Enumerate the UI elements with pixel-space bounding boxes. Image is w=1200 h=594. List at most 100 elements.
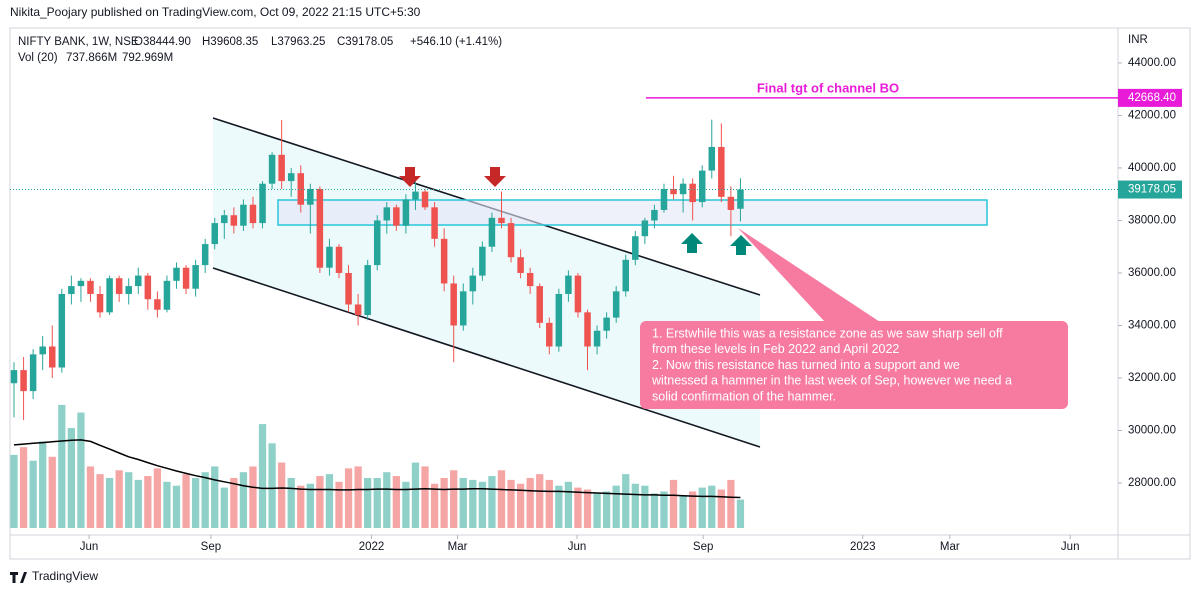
volume-bar xyxy=(249,466,257,528)
candle-body xyxy=(345,272,352,305)
volume-bar xyxy=(105,477,114,528)
candle-body xyxy=(402,199,410,226)
volume-bar xyxy=(497,470,506,528)
volume-bar xyxy=(220,487,228,528)
volume-bar xyxy=(163,481,171,528)
volume-bar xyxy=(469,479,477,528)
volume-bar xyxy=(689,491,697,528)
candle-body xyxy=(517,257,524,273)
candle-body xyxy=(708,146,716,171)
high-value: H39608.35 xyxy=(202,36,258,48)
volume-bar xyxy=(660,491,668,528)
note-pointer xyxy=(738,228,880,322)
volume-bar xyxy=(555,485,563,528)
candle-body xyxy=(679,183,687,195)
candle-body xyxy=(221,215,228,224)
candle-body xyxy=(115,278,123,294)
candle-body xyxy=(622,259,629,292)
volume-bar xyxy=(373,477,381,528)
volume-bar xyxy=(201,472,209,528)
target-label: 42668.40 xyxy=(1128,92,1176,104)
candle-body xyxy=(87,280,94,294)
candle-body xyxy=(584,312,591,347)
volume-bar xyxy=(593,493,601,528)
candle-body xyxy=(201,244,209,266)
candle-body xyxy=(96,293,104,313)
note-text: 1. Erstwhile this was a resistance zone … xyxy=(651,326,1012,403)
candle-body xyxy=(211,223,218,245)
volume-bar xyxy=(364,477,372,528)
candle-body xyxy=(230,215,238,226)
note-line: witnessed a hammer in the last week of S… xyxy=(651,374,1012,388)
candle-body xyxy=(469,275,477,292)
volume-bar xyxy=(421,466,429,528)
note-line: solid confirmation of the hammer. xyxy=(652,389,836,403)
volume-bar xyxy=(727,479,735,528)
volume-bar xyxy=(39,441,47,528)
published-line: Nikita_Poojary published on TradingView.… xyxy=(10,5,421,19)
volume-bar xyxy=(10,454,18,528)
candle-body xyxy=(259,183,266,224)
candle-body xyxy=(546,322,553,347)
candle-body xyxy=(249,204,257,224)
volume-ma-line xyxy=(13,439,741,499)
change-value: +546.10 (+1.41%) xyxy=(410,36,502,48)
x-tick-label: Jun xyxy=(568,541,587,553)
candle-body xyxy=(718,146,725,197)
candle-body xyxy=(565,275,572,294)
volume-bar xyxy=(526,477,534,528)
open-value: O38444.90 xyxy=(134,36,191,48)
candle-body xyxy=(48,346,56,368)
volume-bar xyxy=(306,483,314,528)
candle-body xyxy=(393,207,400,226)
volume-bar xyxy=(669,479,678,528)
candle-body xyxy=(278,154,285,182)
candle-body xyxy=(316,188,324,268)
candle-body xyxy=(698,170,706,203)
volume-bar xyxy=(631,483,639,528)
x-tick-label: Jun xyxy=(80,541,99,553)
volume-bar xyxy=(115,470,123,528)
x-tick-label: Mar xyxy=(940,541,960,553)
candle-body xyxy=(498,217,505,224)
candle-body xyxy=(431,207,438,239)
low-value: L37963.25 xyxy=(271,36,325,48)
candle-body xyxy=(20,370,27,392)
x-tick-label: Jun xyxy=(1061,541,1080,553)
candle-body xyxy=(632,236,639,260)
volume-bar xyxy=(48,456,56,528)
candle-body xyxy=(555,293,563,347)
down-arrow xyxy=(399,167,421,187)
candle-body xyxy=(163,280,171,310)
volume-bar xyxy=(144,476,152,528)
volume-bar xyxy=(717,489,725,528)
candle-body xyxy=(651,209,658,221)
candle-body xyxy=(593,330,601,347)
note-box xyxy=(640,321,1068,409)
y-tick-label: 30000.00 xyxy=(1128,425,1176,437)
y-tick-label: 44000.00 xyxy=(1128,57,1176,69)
candle-body xyxy=(268,154,276,184)
y-tick-label: 40000.00 xyxy=(1128,162,1176,174)
volume-bar xyxy=(612,485,620,528)
candle-body xyxy=(240,204,247,226)
volume-bar xyxy=(278,462,286,528)
candle-body xyxy=(727,196,735,210)
volume-bar xyxy=(736,499,745,528)
volume-bar xyxy=(516,483,525,528)
x-tick-label: Sep xyxy=(693,541,713,553)
volume-bar xyxy=(507,479,515,528)
volume-bar xyxy=(602,491,611,528)
volume-bar xyxy=(287,477,295,528)
volume-bar xyxy=(134,479,142,528)
candle-body xyxy=(670,188,677,195)
candle-body xyxy=(39,346,46,355)
candle-body xyxy=(612,291,620,318)
volume-bar xyxy=(622,474,630,528)
note-line: 1. Erstwhile this was a resistance zone … xyxy=(652,326,1003,340)
volume-bar xyxy=(230,477,238,528)
x-tick-label: 2022 xyxy=(359,541,385,553)
candle-body xyxy=(383,207,391,221)
volume-bar xyxy=(316,476,324,528)
